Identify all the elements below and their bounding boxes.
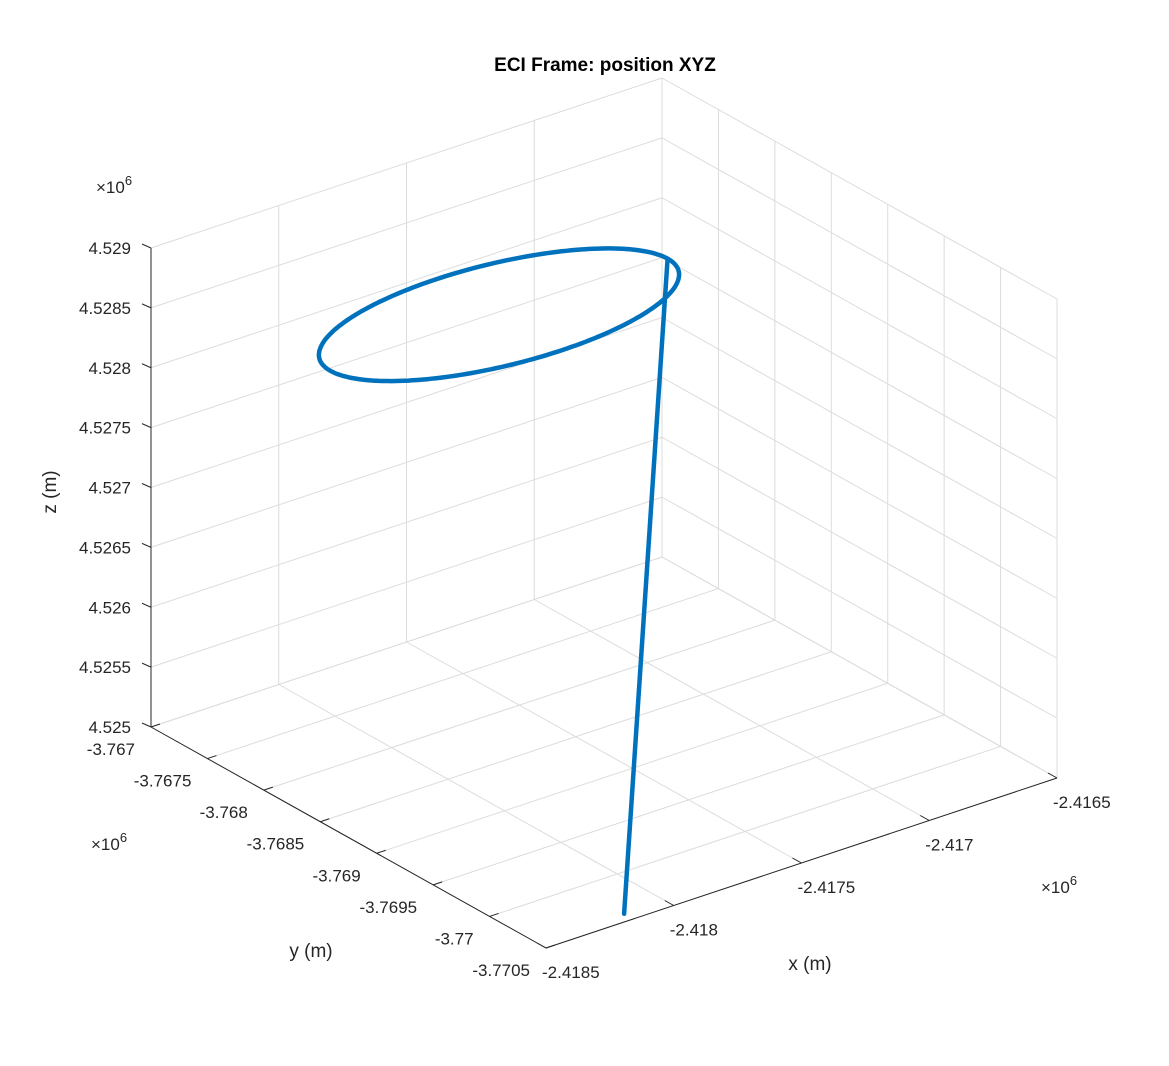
z-tick-label: 4.528: [88, 359, 131, 378]
z-tick-mark: [141, 423, 152, 429]
z-tick-mark: [141, 363, 152, 369]
y-tick-label: -3.77: [435, 929, 474, 948]
grid-line-z-back: [150, 77, 663, 249]
grid-line-y-floor: [489, 745, 1001, 917]
z-tick-mark: [141, 542, 152, 548]
z-exponent-label: ×106: [96, 173, 132, 197]
y-tick-mark: [489, 912, 499, 917]
y-axis-label: y (m): [289, 941, 332, 962]
grid-line-y-floor: [207, 588, 719, 760]
grid-line-z-side: [661, 436, 1058, 659]
z-tick-label: 4.5275: [79, 419, 131, 438]
tick-labels: -2.4185 -2.418 -2.4175 -2.417 -2.4165 -3.7705…: [79, 239, 1111, 982]
y-tick-label: -3.7705: [472, 961, 530, 980]
x-tick-mark: [792, 857, 802, 864]
z-tick-mark: [141, 722, 152, 728]
x-tick-label: -2.418: [670, 921, 718, 940]
y-tick-mark: [545, 944, 556, 949]
x-tick-label: -2.417: [925, 836, 973, 855]
grid-line-z-side: [661, 317, 1058, 539]
x-tick-mark: [1047, 772, 1058, 779]
z-tick-label: 4.5285: [79, 299, 131, 318]
z-tick-label: 4.527: [88, 479, 131, 498]
y-tick-label: -3.767: [87, 740, 135, 759]
y-tick-label: -3.7695: [359, 898, 417, 917]
grid-line-z-back: [150, 496, 663, 668]
z-tick-label: 4.5265: [79, 538, 131, 557]
grid-line-z-side: [661, 257, 1058, 480]
grid-line-z-side: [661, 197, 1058, 420]
z-axis-label: z (m): [40, 470, 61, 513]
z-tick-label: 4.5255: [79, 658, 131, 677]
x-tick-label: -2.4185: [542, 963, 600, 982]
x-tick-mark: [536, 942, 547, 949]
y-tick-label: -3.7675: [134, 772, 192, 791]
grid-line-z-back: [150, 376, 663, 548]
x-axis-label: x (m): [788, 954, 831, 975]
grid-line-x-floor: [534, 599, 930, 821]
y-axis-line: [150, 726, 547, 949]
chart-title: ECI Frame: position XYZ: [494, 55, 716, 76]
y-tick-mark: [207, 755, 217, 760]
grid-line-z-side: [661, 496, 1058, 719]
x-tick-label: -2.4165: [1053, 793, 1111, 812]
grid-line-z-back: [150, 257, 663, 429]
z-tick-label: 4.529: [88, 239, 131, 258]
z-tick-mark: [141, 303, 152, 309]
grid-line-x-floor: [406, 641, 802, 864]
grid-line-z-side: [661, 77, 1058, 300]
y-tick-mark: [150, 723, 161, 728]
grid-line-z-side: [661, 137, 1058, 360]
y-tick-mark: [432, 881, 443, 886]
axes: [141, 243, 1058, 949]
x-tick-label: -2.4175: [798, 878, 856, 897]
z-tick-mark: [141, 243, 152, 249]
series-layer: [316, 246, 682, 917]
grid-lines: [150, 77, 1058, 949]
trajectory-line: [316, 246, 682, 917]
z-tick-mark: [141, 483, 152, 488]
grid-line-x-floor: [278, 684, 674, 906]
grid-line-z-back: [150, 197, 663, 369]
grid-line-z-back: [150, 556, 663, 728]
y-tick-mark: [376, 849, 386, 854]
grid-line-z-side: [661, 556, 1058, 779]
grid-line-y-floor: [432, 714, 945, 886]
y-tick-mark: [263, 786, 274, 791]
grid-line-y-floor: [263, 619, 776, 791]
y-exponent-label: ×106: [91, 830, 127, 854]
grid-line-z-back: [150, 137, 663, 309]
x-tick-mark: [920, 815, 930, 821]
y-tick-label: -3.768: [200, 803, 248, 822]
y-tick-mark: [320, 818, 330, 823]
z-tick-mark: [141, 602, 152, 608]
y-tick-label: -3.769: [313, 866, 361, 885]
grid-line-z-back: [150, 436, 663, 608]
z-tick-label: 4.526: [88, 598, 131, 617]
grid-line-y-floor: [320, 651, 832, 823]
x-tick-mark: [664, 900, 674, 906]
y-tick-label: -3.7685: [247, 835, 305, 854]
grid-line-z-side: [661, 376, 1058, 599]
x-exponent-label: ×106: [1041, 873, 1077, 897]
z-tick-mark: [141, 662, 152, 668]
z-tick-label: 4.525: [88, 718, 131, 737]
